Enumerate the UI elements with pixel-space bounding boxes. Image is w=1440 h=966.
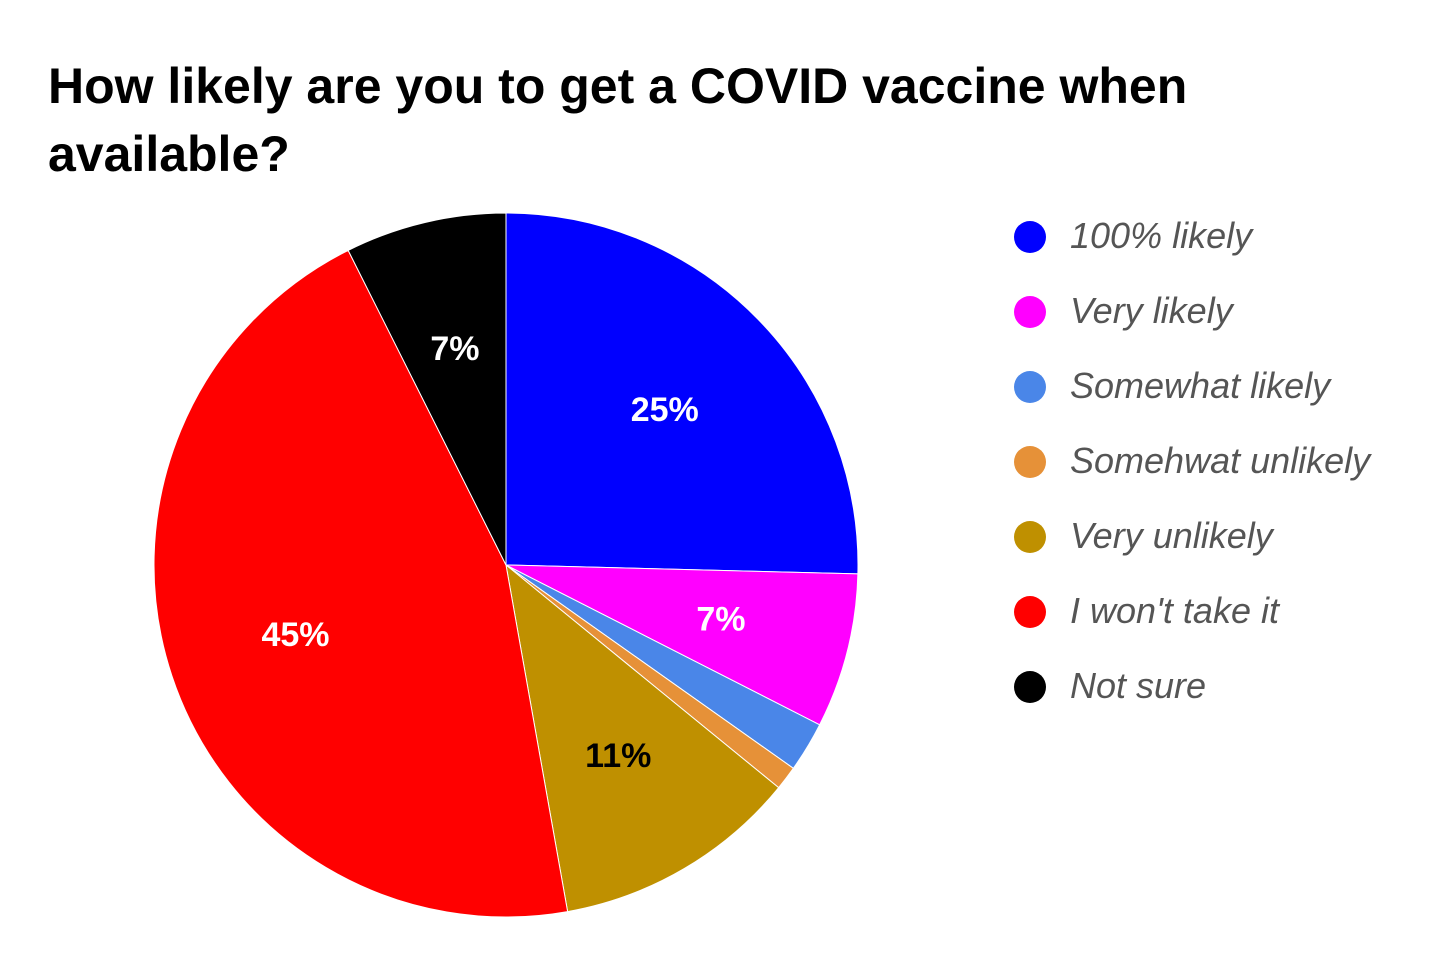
- pie-slice-100-likely: [505, 212, 859, 575]
- slice-label-not-sure: 7%: [430, 330, 479, 368]
- legend-swatch: [1014, 671, 1046, 703]
- legend-label: Very unlikely: [1070, 515, 1273, 556]
- pie-slices: [153, 212, 859, 918]
- slice-label-100-likely: 25%: [631, 391, 699, 429]
- legend-item-not-sure: Not sure: [1010, 650, 1430, 725]
- slice-label-very-unlikely: 11%: [585, 737, 651, 775]
- legend-swatch: [1014, 296, 1046, 328]
- legend-label: Very likely: [1070, 290, 1233, 331]
- legend-item-i-won-t-take-it: I won't take it: [1010, 575, 1430, 650]
- pie-slice-very-unlikely: [505, 563, 780, 913]
- legend-swatch: [1014, 446, 1046, 478]
- pie-slice-labels: 25% 7% 11% 45% 7%: [261, 330, 745, 775]
- chart-title: How likely are you to get a COVID vaccin…: [48, 58, 1188, 182]
- pie-slice-not-sure: [347, 212, 507, 566]
- legend-item-somewhat-likely: Somewhat likely: [1010, 350, 1430, 425]
- legend-label: 100% likely: [1070, 215, 1253, 256]
- legend-swatch: [1014, 371, 1046, 403]
- chart-legend: 100% likely Very likely Somewhat likely Som…: [1010, 200, 1430, 725]
- legend-label: Somehwat unlikely: [1070, 440, 1371, 481]
- legend-label: I won't take it: [1070, 590, 1279, 631]
- legend-item-somehwat-unlikely: Somehwat unlikely: [1010, 425, 1430, 500]
- legend-item-very-likely: Very likely: [1010, 275, 1430, 350]
- legend-swatch: [1014, 596, 1046, 628]
- legend-label: Somewhat likely: [1070, 365, 1331, 406]
- legend-label: Not sure: [1070, 665, 1207, 706]
- legend-swatch: [1014, 521, 1046, 553]
- pie-slice-i-won-t-take-it: [153, 249, 569, 918]
- slice-label-i-won-t-take-it: 45%: [261, 616, 329, 654]
- pie-slice-very-likely: [505, 564, 859, 726]
- slice-label-very-likely: 7%: [696, 600, 745, 638]
- legend-item-very-unlikely: Very unlikely: [1010, 500, 1430, 575]
- legend-swatch: [1014, 221, 1046, 253]
- legend-item-100-likely: 100% likely: [1010, 200, 1430, 275]
